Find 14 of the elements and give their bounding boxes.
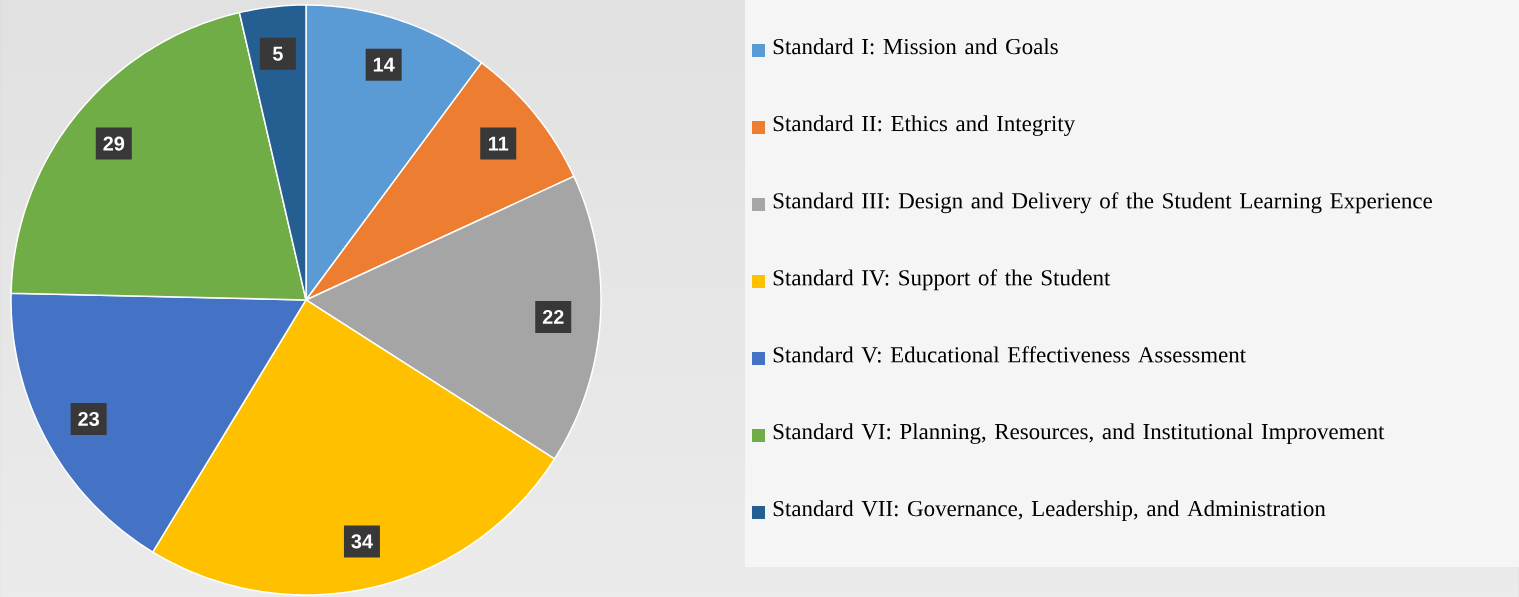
data-label: 14	[373, 57, 395, 72]
data-label: 5	[272, 46, 283, 61]
legend-label: Standard V: Educational Effectiveness Assessment	[773, 346, 1246, 363]
legend-label: Standard II: Ethics and Integrity	[773, 115, 1076, 137]
legend-label: Standard IV: Support of the Student	[773, 269, 1111, 291]
legend-label: Standard VII: Governance, Leadership, and Administration	[773, 500, 1326, 521]
data-label: 22	[542, 309, 564, 324]
legend-label: Standard III: Design and Delivery of the Student Learning Experience	[773, 192, 1432, 214]
legend-label: Standard I: Mission and Goals	[773, 38, 1058, 55]
data-label: 34	[351, 534, 373, 549]
data-label: 29	[103, 136, 125, 151]
data-label: 11	[488, 136, 509, 151]
data-label: 23	[78, 411, 99, 427]
legend-label: Standard VI: Planning, Resources, and Institutional Improvement	[773, 423, 1385, 445]
